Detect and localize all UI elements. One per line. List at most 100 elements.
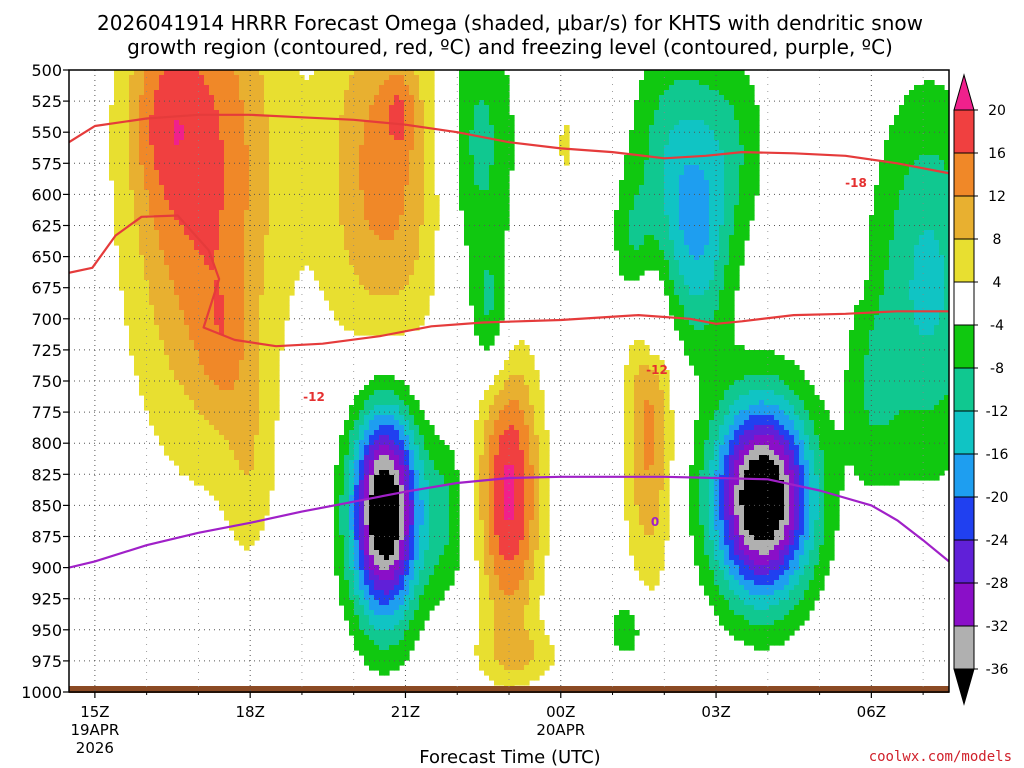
omega-cell [219, 430, 225, 436]
omega-cell [184, 180, 190, 186]
omega-cell [169, 170, 175, 176]
omega-cell [384, 395, 390, 401]
omega-cell [264, 255, 270, 261]
omega-cell [239, 145, 245, 151]
omega-cell [194, 190, 200, 196]
omega-cell [219, 100, 225, 106]
omega-cell [264, 235, 270, 241]
omega-cell [329, 260, 335, 266]
omega-cell [404, 465, 410, 471]
omega-cell [129, 105, 135, 111]
omega-cell [394, 180, 400, 186]
omega-cell [229, 350, 235, 356]
omega-cell [334, 495, 340, 501]
omega-cell [374, 210, 380, 216]
omega-cell [169, 370, 175, 376]
omega-cell [374, 575, 380, 581]
omega-cell [294, 180, 300, 186]
omega-cell [279, 155, 285, 161]
omega-cell [264, 260, 270, 266]
omega-cell [169, 205, 175, 211]
omega-cell [319, 105, 325, 111]
omega-cell [334, 260, 340, 266]
omega-cell [354, 165, 360, 171]
omega-cell [139, 240, 145, 246]
omega-cell [349, 455, 355, 461]
omega-cell [229, 385, 235, 391]
omega-cell [254, 510, 260, 516]
omega-cell [294, 245, 300, 251]
omega-cell [379, 255, 385, 261]
omega-cell [369, 175, 375, 181]
omega-cell [239, 425, 245, 431]
omega-cell [414, 190, 420, 196]
omega-cell [249, 210, 255, 216]
omega-cell [229, 215, 235, 221]
omega-cell [369, 565, 375, 571]
omega-cell [369, 200, 375, 206]
omega-cell [239, 130, 245, 136]
omega-cell [409, 185, 415, 191]
omega-cell [204, 430, 210, 436]
omega-cell [204, 420, 210, 426]
omega-cell [149, 120, 155, 126]
omega-cell [194, 460, 200, 466]
omega-cell [234, 315, 240, 321]
omega-cell [114, 165, 120, 171]
omega-cell [284, 260, 290, 266]
omega-cell [234, 295, 240, 301]
omega-cell [404, 205, 410, 211]
omega-cell [384, 150, 390, 156]
omega-cell [179, 140, 185, 146]
omega-cell [179, 335, 185, 341]
omega-cell [394, 630, 400, 636]
omega-cell [244, 150, 250, 156]
omega-cell [389, 465, 395, 471]
omega-cell [349, 620, 355, 626]
omega-cell [359, 320, 365, 326]
omega-cell [224, 460, 230, 466]
omega-cell [399, 185, 405, 191]
omega-cell [339, 100, 345, 106]
omega-cell [259, 315, 265, 321]
omega-cell [164, 380, 170, 386]
omega-cell [364, 560, 370, 566]
omega-cell [209, 195, 215, 201]
omega-cell [284, 275, 290, 281]
omega-cell [164, 160, 170, 166]
omega-cell [149, 185, 155, 191]
omega-cell [329, 295, 335, 301]
omega-cell [139, 80, 145, 86]
omega-cell [124, 70, 130, 76]
omega-cell [334, 135, 340, 141]
omega-cell [424, 305, 430, 311]
omega-cell [394, 310, 400, 316]
omega-cell [284, 300, 290, 306]
omega-cell [179, 340, 185, 346]
omega-cell [364, 485, 370, 491]
omega-cell [184, 440, 190, 446]
omega-cell [309, 145, 315, 151]
omega-cell [244, 500, 250, 506]
omega-cell [164, 170, 170, 176]
omega-cell [419, 485, 425, 491]
omega-cell [154, 150, 160, 156]
omega-cell [174, 145, 180, 151]
omega-cell [399, 535, 405, 541]
omega-cell [424, 105, 430, 111]
omega-cell [254, 205, 260, 211]
omega-cell [269, 355, 275, 361]
omega-cell [394, 90, 400, 96]
omega-cell [389, 580, 395, 586]
omega-cell [339, 205, 345, 211]
omega-cell [384, 75, 390, 81]
omega-cell [209, 425, 215, 431]
omega-cell [409, 610, 415, 616]
omega-cell [149, 230, 155, 236]
omega-cell [334, 475, 340, 481]
omega-cell [284, 295, 290, 301]
omega-cell [214, 230, 220, 236]
omega-cell [354, 130, 360, 136]
omega-cell [344, 455, 350, 461]
omega-cell [164, 90, 170, 96]
